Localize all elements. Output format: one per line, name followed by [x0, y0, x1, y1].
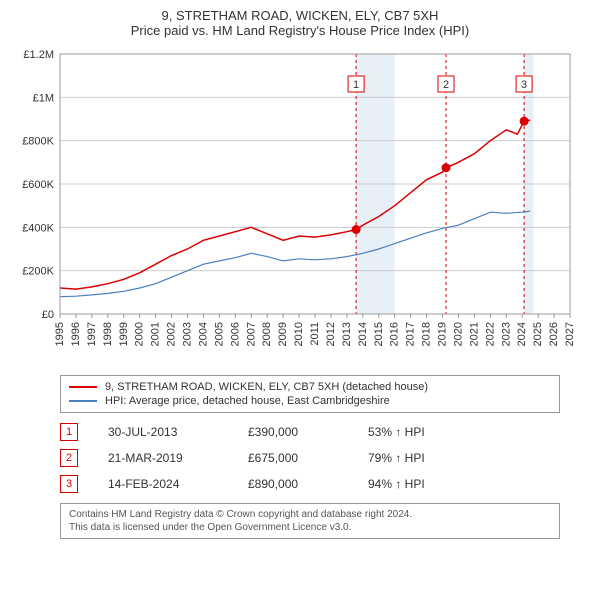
- footer-attribution: Contains HM Land Registry data © Crown c…: [60, 503, 560, 539]
- y-tick-label: £1M: [33, 92, 54, 104]
- x-tick-label: 2013: [341, 322, 353, 346]
- event-number-box: 2: [60, 449, 78, 467]
- chart-plot: £0 £200K £400K £600K £800K £1M £1.2M 1995 1996 19…: [10, 44, 590, 369]
- event-row: 1 30-JUL-2013 £390,000 53% ↑ HPI: [60, 419, 560, 445]
- event-pct: 53% ↑ HPI: [368, 425, 478, 439]
- event-pct: 94% ↑ HPI: [368, 477, 478, 491]
- x-tick-label: 2010: [293, 322, 305, 346]
- y-tick-label: £400K: [22, 222, 54, 234]
- x-tick-label: 2025: [532, 322, 544, 346]
- x-tick-label: 2012: [325, 322, 337, 346]
- x-tick-label: 2024: [516, 322, 528, 346]
- x-tick-label: 1996: [70, 322, 82, 346]
- x-tick-label: 2021: [468, 322, 480, 346]
- x-tick-label: 2011: [309, 322, 321, 346]
- event-label-num: 3: [521, 79, 527, 91]
- legend-swatch: [69, 386, 97, 388]
- event-marker: [352, 225, 361, 234]
- x-tick-label: 2017: [405, 322, 417, 346]
- chart-title: 9, STRETHAM ROAD, WICKEN, ELY, CB7 5XH: [10, 8, 590, 23]
- y-tick-label: £800K: [22, 136, 54, 148]
- legend-label: 9, STRETHAM ROAD, WICKEN, ELY, CB7 5XH (…: [105, 381, 428, 393]
- chart-svg: £0 £200K £400K £600K £800K £1M £1.2M 1995 1996 19…: [10, 44, 590, 364]
- event-number-box: 1: [60, 423, 78, 441]
- event-label-num: 1: [353, 79, 359, 91]
- x-tick-label: 2004: [197, 322, 209, 346]
- chart-container: 9, STRETHAM ROAD, WICKEN, ELY, CB7 5XH P…: [0, 0, 600, 549]
- x-tick-label: 1997: [86, 322, 98, 346]
- x-tick-label: 2020: [452, 322, 464, 346]
- event-price: £675,000: [248, 451, 338, 465]
- event-price: £890,000: [248, 477, 338, 491]
- x-tick-label: 2000: [134, 322, 146, 346]
- event-date: 21-MAR-2019: [108, 451, 218, 465]
- legend-item: HPI: Average price, detached house, East…: [69, 394, 551, 408]
- x-tick-label: 2005: [213, 322, 225, 346]
- chart-subtitle: Price paid vs. HM Land Registry's House …: [10, 23, 590, 38]
- event-pct: 79% ↑ HPI: [368, 451, 478, 465]
- x-tick-label: 2001: [150, 322, 162, 346]
- x-tick-label: 2015: [373, 322, 385, 346]
- event-row: 3 14-FEB-2024 £890,000 94% ↑ HPI: [60, 471, 560, 497]
- x-tick-label: 2016: [389, 322, 401, 346]
- legend: 9, STRETHAM ROAD, WICKEN, ELY, CB7 5XH (…: [60, 375, 560, 413]
- x-tick-label: 2026: [548, 322, 560, 346]
- y-tick-label: £600K: [22, 179, 54, 191]
- y-tick-label: £1.2M: [23, 49, 54, 61]
- x-tick-label: 2002: [166, 322, 178, 346]
- event-price: £390,000: [248, 425, 338, 439]
- x-tick-label: 2019: [437, 322, 449, 346]
- event-date: 14-FEB-2024: [108, 477, 218, 491]
- x-tick-label: 1999: [118, 322, 130, 346]
- footer-line-1: Contains HM Land Registry data © Crown c…: [69, 508, 551, 521]
- legend-label: HPI: Average price, detached house, East…: [105, 395, 390, 407]
- x-tick-label: 2009: [277, 322, 289, 346]
- x-tick-label: 2006: [229, 322, 241, 346]
- x-tick-label: 2023: [500, 322, 512, 346]
- x-tick-label: 2007: [245, 322, 257, 346]
- x-tick-label: 2022: [484, 322, 496, 346]
- event-marker: [442, 163, 451, 172]
- events-table: 1 30-JUL-2013 £390,000 53% ↑ HPI 2 21-MAR-201…: [60, 419, 560, 497]
- x-tick-label: 1998: [102, 322, 114, 346]
- event-marker: [520, 117, 529, 126]
- y-tick-label: £200K: [22, 266, 54, 278]
- x-tick-label: 2018: [421, 322, 433, 346]
- footer-line-2: This data is licensed under the Open Gov…: [69, 521, 551, 534]
- x-tick-label: 2014: [357, 322, 369, 346]
- legend-item: 9, STRETHAM ROAD, WICKEN, ELY, CB7 5XH (…: [69, 380, 551, 394]
- legend-swatch: [69, 400, 97, 402]
- event-label-num: 2: [443, 79, 449, 91]
- event-row: 2 21-MAR-2019 £675,000 79% ↑ HPI: [60, 445, 560, 471]
- x-tick-label: 2003: [182, 322, 194, 346]
- event-date: 30-JUL-2013: [108, 425, 218, 439]
- x-tick-label: 2027: [564, 322, 576, 346]
- x-tick-label: 2008: [261, 322, 273, 346]
- event-number-box: 3: [60, 475, 78, 493]
- x-tick-label: 1995: [54, 322, 66, 346]
- y-tick-label: £0: [42, 309, 54, 321]
